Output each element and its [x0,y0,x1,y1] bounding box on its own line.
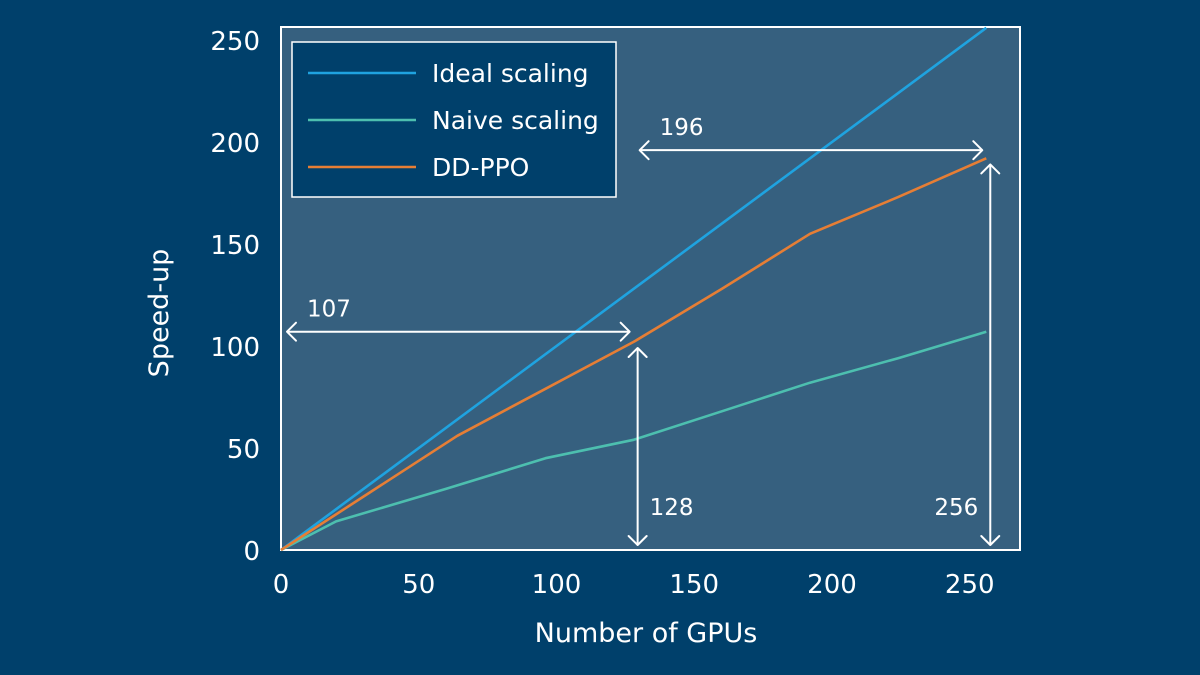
annotation-arrowhead [627,535,648,546]
y-tick-label: 250 [210,27,260,57]
legend-label-naive-scaling: Naive scaling [432,106,599,135]
legend-label-dd-ppo: DD-PPO [432,153,529,182]
annotation-arrowhead [980,535,1001,546]
annotation-layer: 107 196 128 256 [286,115,1001,546]
legend-label-ideal-scaling: Ideal scaling [432,59,589,88]
annotation-arrowhead [980,163,1001,175]
y-tick-label: 50 [227,435,260,465]
y-axis-title: Speed-up [144,249,175,378]
series-line-dd-ppo [280,157,987,552]
series-line-naive-scaling [280,330,987,552]
y-tick-label: 0 [243,537,260,567]
x-tick-label: 150 [669,570,719,600]
x-tick-label: 50 [402,570,435,600]
tick-layer: 0 50 100 150 200 250 0 50 100 150 200 250 [210,27,994,600]
annotation-label: 128 [650,495,694,521]
x-tick-label: 200 [807,570,857,600]
annotation-arrowhead [627,347,648,358]
annotation-label: 107 [307,297,351,323]
annotation-128: 128 [636,348,694,545]
x-axis-title: Number of GPUs [535,618,758,649]
y-tick-label: 150 [210,231,260,261]
x-tick-label: 100 [532,570,582,600]
x-tick-label: 0 [273,570,290,600]
annotation-196: 196 [639,115,983,152]
annotation-label: 196 [660,115,704,141]
series-layer [280,26,988,552]
annotation-256: 256 [934,164,992,545]
annotation-107: 107 [287,297,630,333]
annotation-arrowhead [286,321,297,342]
annotation-arrowhead [972,140,984,161]
annotation-arrowhead [619,321,631,342]
y-tick-label: 100 [210,333,260,363]
annotation-label: 256 [934,495,978,521]
x-tick-label: 250 [945,570,995,600]
annotation-arrowhead [638,140,650,161]
series-line-ideal-scaling [280,26,988,552]
y-tick-label: 200 [210,129,260,159]
legend: Ideal scaling Naive scaling DD-PPO [291,41,617,198]
